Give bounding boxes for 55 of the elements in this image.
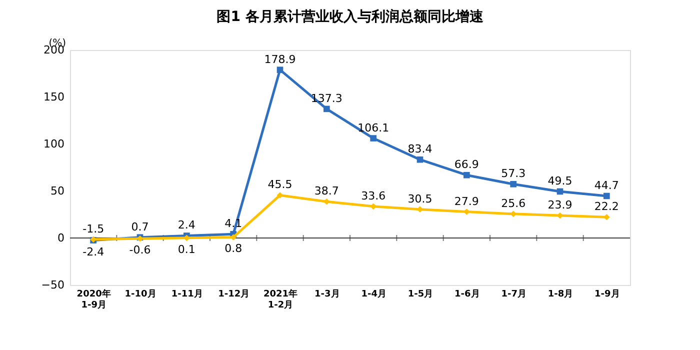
data-label: 0.8: [224, 242, 242, 256]
data-label: 57.3: [501, 167, 526, 180]
data-label: 178.9: [264, 52, 296, 66]
data-label: 38.7: [314, 184, 339, 198]
data-label: 0.1: [178, 242, 196, 256]
data-label: 44.7: [594, 178, 619, 192]
y-tick-label: 50: [50, 184, 64, 198]
x-tick-label: 1-6月: [454, 288, 480, 300]
point: [464, 172, 470, 178]
x-tick-label: 1-4月: [361, 288, 386, 300]
point: [276, 66, 284, 73]
data-label: 45.5: [268, 178, 292, 192]
data-label: 27.9: [454, 194, 479, 208]
x-tick-label: 1-10月: [124, 288, 156, 300]
point: [604, 214, 610, 220]
point: [556, 188, 564, 195]
data-label: -1.5: [82, 222, 104, 236]
point: [510, 180, 516, 188]
point: [370, 203, 376, 210]
point: [604, 192, 610, 200]
x-tick-label: 2020年 1-9月: [76, 288, 111, 310]
x-tick-label: 1-12月: [218, 288, 250, 300]
data-label: 49.5: [548, 174, 572, 188]
y-tick-label: 150: [44, 90, 64, 104]
data-label: 33.6: [361, 189, 386, 202]
y-tick-label: −50: [41, 278, 64, 292]
point: [416, 156, 424, 163]
y-tick-label: 100: [44, 138, 64, 150]
data-label: 66.9: [454, 158, 479, 172]
data-label: 83.4: [408, 142, 432, 156]
data-label: 30.5: [408, 192, 432, 206]
point: [324, 106, 330, 112]
x-tick-label: 1-3月: [314, 288, 340, 300]
data-label: 25.6: [501, 196, 526, 210]
point: [510, 210, 516, 218]
x-tick-label: 1-9月: [594, 288, 620, 300]
x-tick-label: 1-5月: [408, 288, 434, 300]
data-label: 0.7: [131, 220, 149, 234]
data-label: 22.2: [594, 200, 619, 214]
chart-title: 图1 各月累计营业收入与利润总额同比增速: [216, 8, 484, 25]
data-label: 106.1: [358, 121, 390, 134]
point: [276, 192, 284, 198]
x-tick-label: 2021年 1-2月: [263, 288, 298, 310]
point: [324, 198, 330, 205]
data-label: 23.9: [548, 198, 572, 212]
data-label: 2.4: [178, 218, 196, 232]
x-tick-label: 1-7月: [501, 288, 526, 300]
point: [184, 234, 190, 242]
data-label: -0.6: [129, 244, 151, 257]
x-tick-label: 1-11月: [171, 288, 203, 300]
point: [370, 135, 376, 142]
x-tick-label: 1-8月: [548, 288, 574, 300]
data-label: -2.4: [82, 245, 104, 258]
point: [556, 212, 564, 219]
y-tick-label: 0: [58, 232, 64, 244]
